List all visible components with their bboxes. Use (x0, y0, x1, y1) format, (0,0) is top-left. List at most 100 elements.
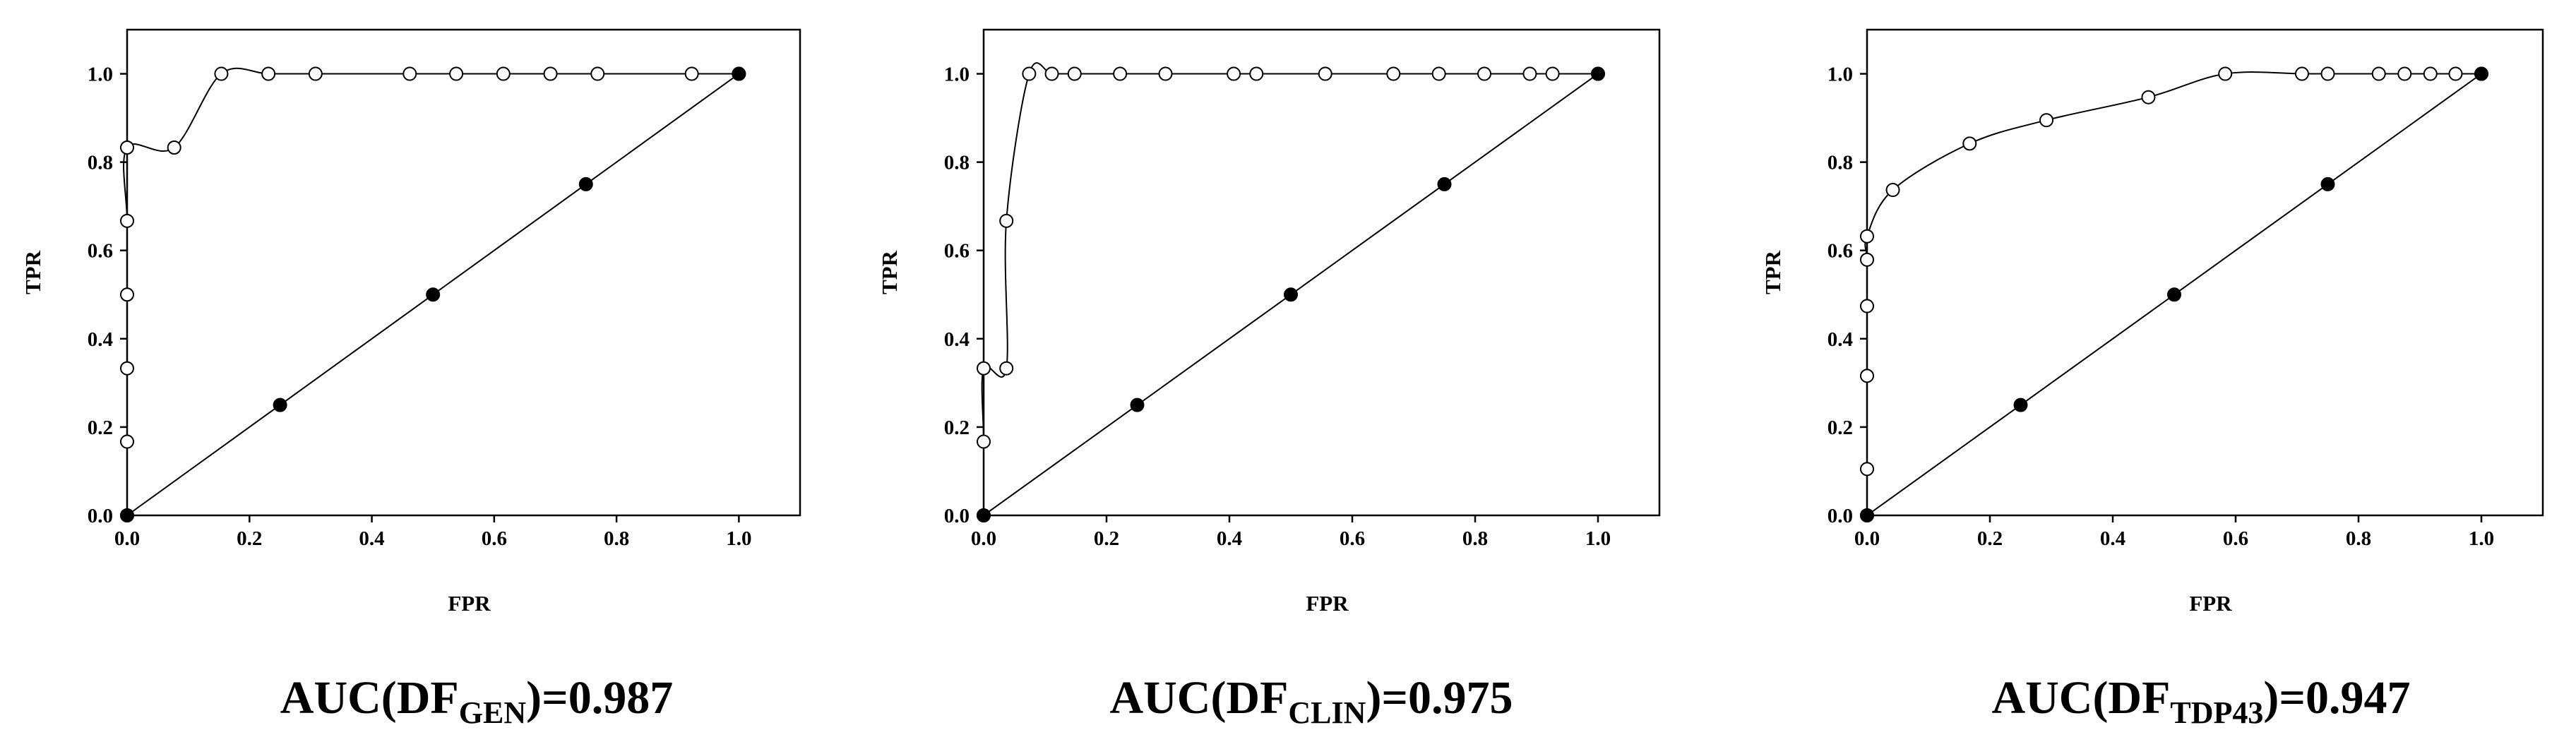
x-tick-label: 0.6 (482, 527, 507, 550)
roc-panel-1: 0.0 0.2 0.4 0.6 0.8 1.0 0.0 0.2 0.4 0.6 0.8 1.0 FPR T… (20, 28, 801, 730)
data-point (2448, 66, 2463, 81)
data-point (120, 361, 134, 376)
x-tick-label: 1.0 (2469, 527, 2494, 550)
x-tick-label: 1.0 (726, 527, 751, 550)
data-point (1113, 66, 1128, 81)
y-tick-label: 0.6 (88, 240, 113, 263)
x-tick-label: 0.6 (1340, 527, 1365, 550)
x-tick-label: 0.2 (1094, 527, 1119, 550)
data-point (1545, 66, 1560, 81)
data-point (2141, 90, 2156, 104)
data-point (977, 361, 991, 376)
y-axis-label: TPR (877, 250, 902, 294)
y-tick-label: 0.2 (88, 417, 113, 439)
x-tick-label: 0.6 (2223, 527, 2248, 550)
x-tick-label: 0.4 (1217, 527, 1242, 550)
data-point (732, 66, 746, 81)
series-2 (977, 66, 1605, 522)
auc-caption-subscript: CLIN (1288, 695, 1366, 730)
y-tick-label: 1.0 (1827, 64, 1853, 86)
data-point (308, 66, 323, 81)
roc-panel-3: 0.0 0.2 0.4 0.6 0.8 1.0 0.0 0.2 0.4 0.6 0.8 1.0 FPR T… (1760, 28, 2544, 730)
data-point (1860, 229, 1874, 244)
data-point (999, 361, 1014, 376)
y-tick-label: 0.0 (944, 505, 970, 527)
data-point (120, 434, 134, 449)
data-point (578, 176, 593, 191)
x-tick-label: 1.0 (1585, 527, 1611, 550)
data-point (2423, 66, 2438, 81)
data-point (1860, 508, 1874, 522)
x-tick-label: 0.2 (237, 527, 262, 550)
x-tick-label: 0.2 (1977, 527, 2003, 550)
y-tick-label: 0.8 (1827, 152, 1853, 174)
x-axis-label: FPR (2189, 591, 2232, 616)
data-point (1860, 252, 1874, 267)
auc-caption-subscript: GEN (459, 695, 527, 730)
data-point (977, 434, 991, 449)
y-tick-label: 0.4 (88, 328, 113, 351)
series-1 (120, 66, 746, 522)
series-2 (120, 66, 746, 522)
data-point (1130, 397, 1145, 412)
data-point (977, 508, 991, 522)
data-point (1522, 66, 1537, 81)
x-tick-label: 0.4 (359, 527, 384, 550)
auc-caption-prefix: AUC(DF (1109, 672, 1288, 724)
x-axis-label: FPR (448, 591, 491, 616)
auc-caption: AUC(DFCLIN)=0.975 (1109, 672, 1513, 730)
data-point (1885, 183, 1900, 198)
data-point (120, 213, 134, 228)
auc-caption-suffix: )=0.947 (2263, 672, 2410, 724)
data-point (684, 66, 699, 81)
series-line (981, 62, 1598, 516)
auc-caption-prefix: AUC(DF (1991, 672, 2170, 724)
y-tick-label: 0.8 (944, 152, 970, 174)
y-tick-label: 0.2 (1827, 417, 1853, 439)
auc-caption-subscript: TDP43 (2170, 695, 2263, 730)
data-point (496, 66, 511, 81)
data-point (1962, 136, 1977, 151)
data-point (1318, 66, 1332, 81)
data-point (261, 66, 276, 81)
auc-caption-suffix: )=0.975 (1366, 672, 1513, 724)
data-point (214, 66, 229, 81)
y-axis-label: TPR (20, 250, 45, 294)
data-point (590, 66, 605, 81)
data-point (402, 66, 417, 81)
data-point (1860, 462, 1874, 477)
auc-caption-suffix: )=0.987 (526, 672, 673, 724)
data-point (426, 287, 441, 302)
y-tick-label: 0.8 (88, 152, 113, 174)
data-point (1431, 66, 1446, 81)
data-point (1284, 287, 1298, 302)
data-point (1227, 66, 1241, 81)
auc-caption-prefix: AUC(DF (280, 672, 459, 724)
roc-panel-2: 0.0 0.2 0.4 0.6 0.8 1.0 0.0 0.2 0.4 0.6 0.8 1.0 FPR T… (877, 28, 1661, 730)
data-point (2013, 397, 2028, 412)
y-tick-label: 1.0 (88, 64, 113, 86)
x-tick-label: 0.8 (1462, 527, 1488, 550)
data-point (999, 213, 1014, 228)
plot-frame (982, 28, 1661, 517)
data-point (2218, 66, 2233, 81)
y-tick-label: 0.2 (944, 417, 970, 439)
data-point (1477, 66, 1492, 81)
y-tick-label: 0.6 (1827, 240, 1853, 263)
data-point (543, 66, 558, 81)
data-point (2320, 176, 2335, 191)
data-point (1437, 176, 1452, 191)
data-point (2294, 66, 2309, 81)
data-point (1067, 66, 1082, 81)
y-tick-label: 0.0 (88, 505, 113, 527)
data-point (2167, 287, 2181, 302)
x-tick-label: 0.0 (971, 527, 996, 550)
y-tick-label: 0.4 (1827, 328, 1853, 351)
y-tick-label: 1.0 (944, 64, 970, 86)
data-point (1860, 369, 1874, 383)
data-point (2474, 66, 2488, 81)
x-tick-label: 0.0 (114, 527, 140, 550)
data-point (273, 397, 287, 412)
series-line (123, 67, 739, 515)
